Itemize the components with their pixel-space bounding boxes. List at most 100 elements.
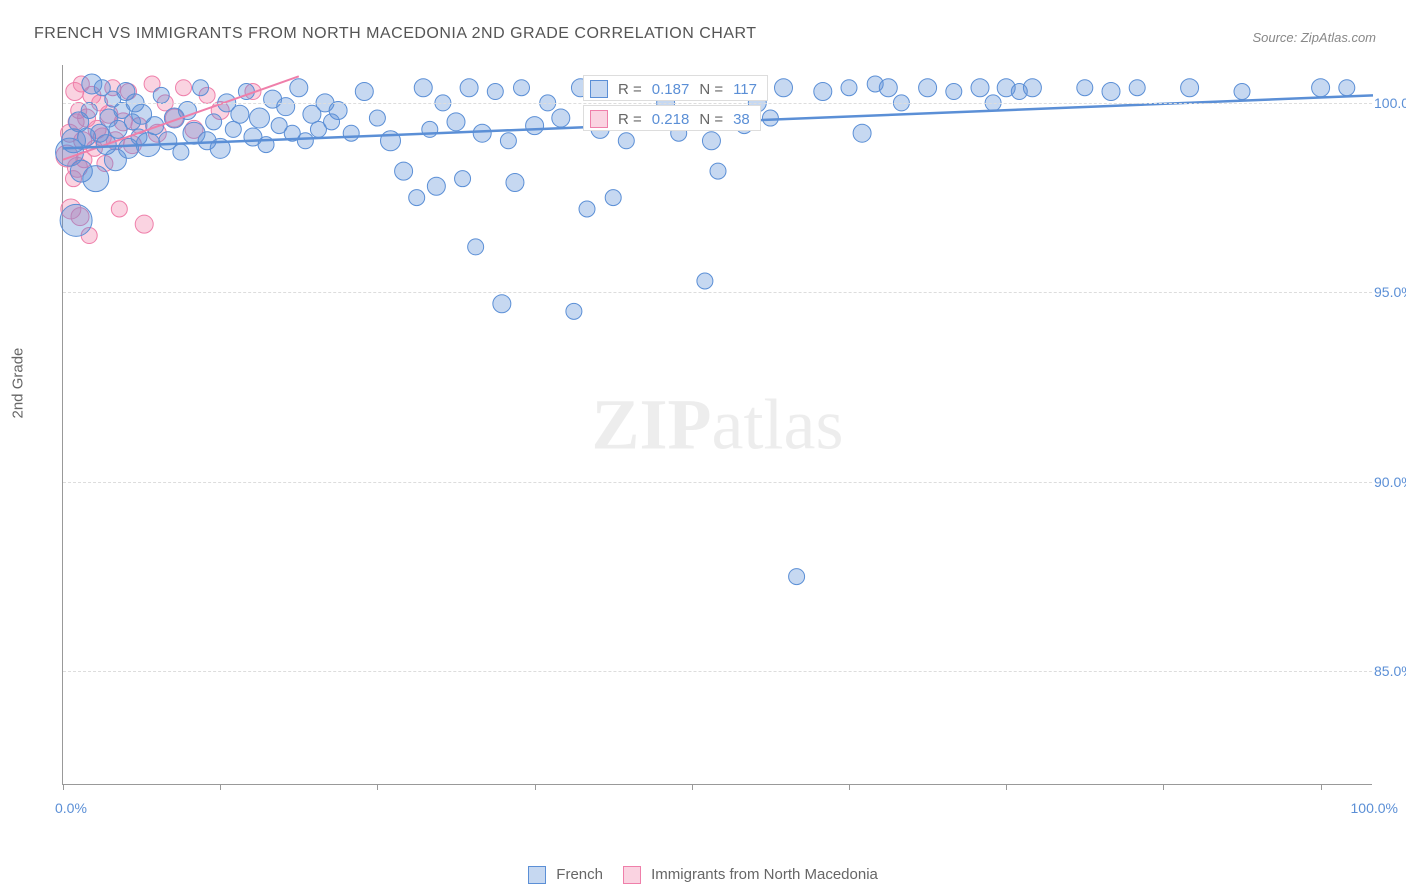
scatter-point	[60, 204, 92, 236]
scatter-point	[225, 121, 241, 137]
source-text: Source: ZipAtlas.com	[1252, 30, 1376, 45]
scatter-point	[919, 79, 937, 97]
scatter-point	[422, 121, 438, 137]
scatter-point	[173, 144, 189, 160]
scatter-point	[1312, 79, 1330, 97]
legend-swatch-b	[623, 866, 641, 884]
n-label: N =	[699, 111, 723, 128]
n-value-a: 117	[733, 81, 757, 98]
legend-item-a: French	[528, 866, 603, 884]
scatter-point	[946, 84, 962, 100]
scatter-point	[618, 133, 634, 149]
y-tick-label: 90.0%	[1374, 474, 1406, 490]
gridline-horizontal	[63, 671, 1372, 672]
scatter-point	[135, 215, 153, 233]
y-axis-label: 2nd Grade	[10, 348, 27, 419]
scatter-point	[710, 163, 726, 179]
y-tick-label: 100.0%	[1374, 95, 1406, 111]
scatter-point	[447, 113, 465, 131]
stat-swatch-b	[590, 110, 608, 128]
gridline-horizontal	[63, 292, 1372, 293]
scatter-point	[1102, 83, 1120, 101]
x-tick-mark	[692, 784, 693, 790]
scatter-point	[277, 98, 295, 116]
scatter-point	[526, 117, 544, 135]
x-axis-max-label: 100.0%	[1351, 800, 1398, 816]
legend-label-a: French	[556, 866, 603, 883]
r-label: R =	[618, 111, 642, 128]
n-value-b: 38	[733, 111, 750, 128]
scatter-point	[775, 79, 793, 97]
x-tick-mark	[1006, 784, 1007, 790]
r-label: R =	[618, 81, 642, 98]
gridline-horizontal	[63, 103, 1372, 104]
scatter-point	[493, 295, 511, 313]
r-value-a: 0.187	[652, 81, 690, 98]
y-tick-label: 85.0%	[1374, 663, 1406, 679]
x-tick-mark	[377, 784, 378, 790]
stat-swatch-a	[590, 80, 608, 98]
y-tick-label: 95.0%	[1374, 284, 1406, 300]
x-axis-min-label: 0.0%	[55, 800, 87, 816]
chart-title: FRENCH VS IMMIGRANTS FROM NORTH MACEDONI…	[34, 25, 757, 43]
scatter-point	[468, 239, 484, 255]
scatter-point	[231, 105, 249, 123]
scatter-point	[343, 125, 359, 141]
scatter-point	[176, 80, 192, 96]
scatter-point	[473, 124, 491, 142]
scatter-point	[1077, 80, 1093, 96]
scatter-point	[83, 166, 109, 192]
scatter-point	[853, 124, 871, 142]
n-label: N =	[699, 81, 723, 98]
scatter-point	[414, 79, 432, 97]
scatter-point	[814, 83, 832, 101]
scatter-point	[409, 190, 425, 206]
x-tick-mark	[1163, 784, 1164, 790]
scatter-point	[193, 80, 209, 96]
scatter-point	[1023, 79, 1041, 97]
scatter-point	[297, 133, 313, 149]
scatter-point	[1181, 79, 1199, 97]
scatter-point	[789, 569, 805, 585]
scatter-point	[500, 133, 516, 149]
x-tick-mark	[220, 784, 221, 790]
scatter-point	[506, 173, 524, 191]
legend-label-b: Immigrants from North Macedonia	[651, 866, 878, 883]
scatter-point	[1129, 80, 1145, 96]
scatter-point	[427, 177, 445, 195]
scatter-point	[697, 273, 713, 289]
scatter-point	[702, 132, 720, 150]
stat-box-a: R = 0.187 N = 117	[583, 75, 768, 101]
scatter-point	[111, 201, 127, 217]
scatter-point	[250, 108, 270, 128]
scatter-point	[879, 79, 897, 97]
scatter-point	[487, 84, 503, 100]
r-value-b: 0.218	[652, 111, 690, 128]
scatter-svg	[63, 65, 1372, 784]
scatter-point	[355, 83, 373, 101]
legend-item-b: Immigrants from North Macedonia	[623, 866, 878, 884]
scatter-point	[762, 110, 778, 126]
scatter-point	[605, 190, 621, 206]
scatter-point	[290, 79, 308, 97]
scatter-point	[395, 162, 413, 180]
scatter-point	[1234, 84, 1250, 100]
scatter-point	[971, 79, 989, 97]
scatter-point	[841, 80, 857, 96]
x-tick-mark	[63, 784, 64, 790]
x-tick-mark	[535, 784, 536, 790]
x-tick-mark	[1321, 784, 1322, 790]
scatter-point	[369, 110, 385, 126]
legend: French Immigrants from North Macedonia	[0, 866, 1406, 884]
x-tick-mark	[849, 784, 850, 790]
scatter-point	[460, 79, 478, 97]
scatter-point	[514, 80, 530, 96]
scatter-point	[329, 101, 347, 119]
scatter-point	[455, 171, 471, 187]
scatter-point	[81, 102, 97, 118]
plot-area: ZIPatlas R = 0.187 N = 117 R = 0.218 N =…	[62, 65, 1372, 785]
scatter-point	[552, 109, 570, 127]
scatter-point	[1339, 80, 1355, 96]
stat-box-b: R = 0.218 N = 38	[583, 105, 761, 131]
legend-swatch-a	[528, 866, 546, 884]
